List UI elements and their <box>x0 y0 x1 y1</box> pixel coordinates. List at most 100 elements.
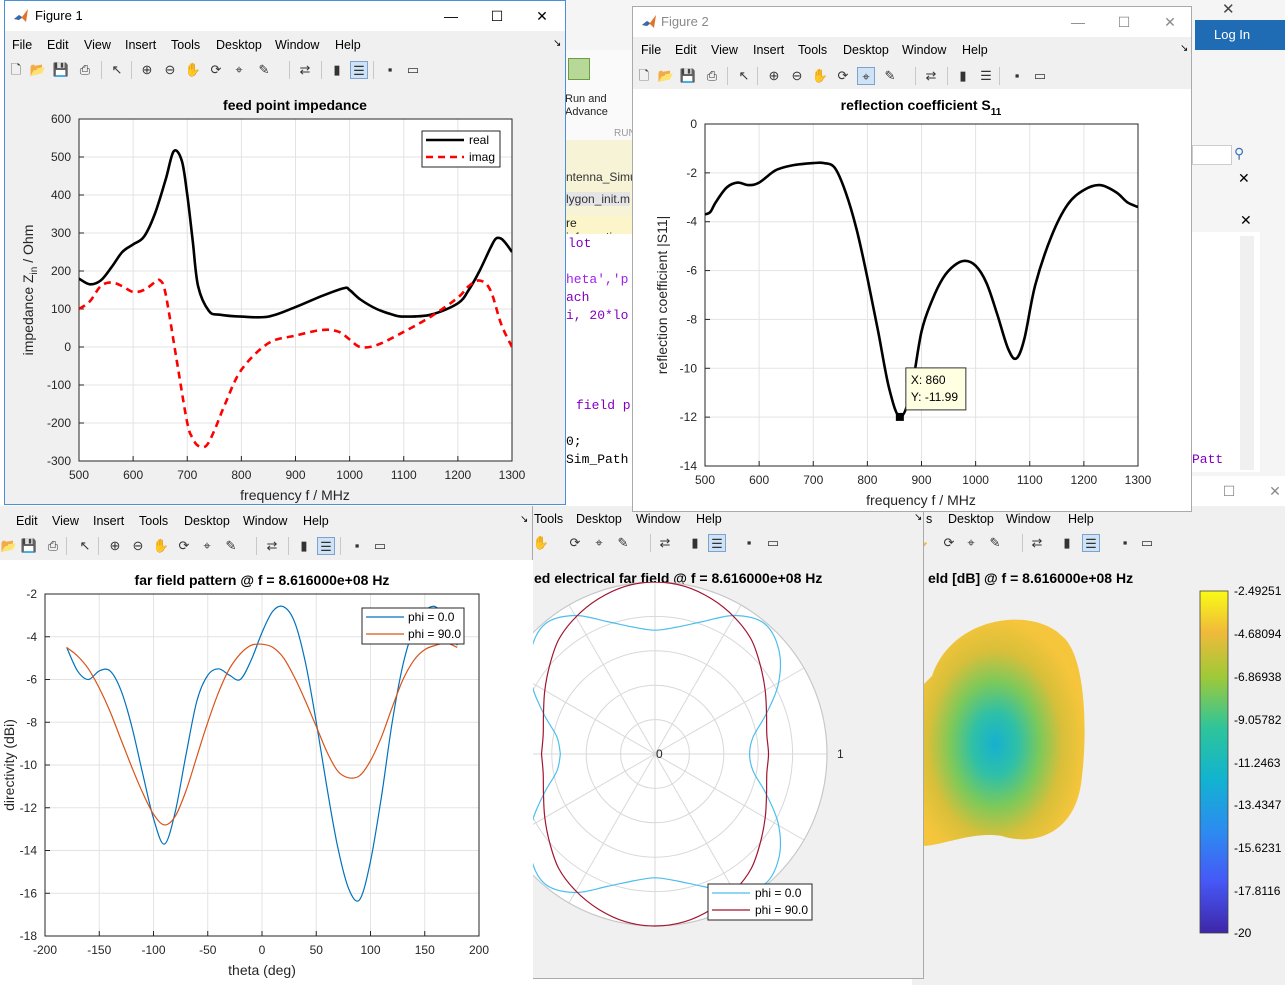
run-advance-icon[interactable] <box>568 58 590 80</box>
zoom-in-icon[interactable]: ⊕ <box>109 538 121 553</box>
open-icon[interactable]: 📂 <box>29 62 47 77</box>
menu-item[interactable]: Help <box>962 43 988 57</box>
menu-item[interactable]: Edit <box>16 514 38 528</box>
link-plot-icon[interactable]: ⇄ <box>925 68 937 83</box>
print-icon[interactable]: ⎙ <box>47 538 59 553</box>
rotate-3d-icon[interactable]: ⟳ <box>837 68 849 83</box>
colorbar-icon[interactable]: ▮ <box>691 535 699 550</box>
menu-collapse-icon[interactable]: ↘ <box>520 514 529 525</box>
legend-icon[interactable]: ☰ <box>317 537 335 555</box>
polar-chart[interactable]: 0 1 phi = 0.0 phi = 90.0 <box>532 582 924 982</box>
hide-plot-tools-icon[interactable]: ▪ <box>746 535 752 550</box>
menu-item[interactable]: Help <box>335 38 361 52</box>
far-field-chart[interactable]: -200 -150 -100 -50 0 50 100 150 200 -2 -4 -6 -8 -10 -1… <box>0 560 533 985</box>
zoom-in-icon[interactable]: ⊕ <box>768 68 780 83</box>
hide-plot-tools-icon[interactable]: ▪ <box>1014 68 1020 83</box>
print-icon[interactable]: ⎙ <box>79 62 91 77</box>
menu-item[interactable]: Window <box>243 514 288 528</box>
search-icon[interactable]: ⚲ <box>1234 145 1245 161</box>
colorbar-icon[interactable]: ▮ <box>1063 535 1071 550</box>
menu-item[interactable]: Help <box>303 514 329 528</box>
menu-collapse-icon[interactable]: ↘ <box>553 38 562 49</box>
link-plot-icon[interactable]: ⇄ <box>1031 535 1043 550</box>
print-icon[interactable]: ⎙ <box>706 68 718 83</box>
legend-icon[interactable]: ☰ <box>980 68 992 83</box>
zoom-out-icon[interactable]: ⊖ <box>164 62 176 77</box>
menu-item[interactable]: Edit <box>47 38 69 52</box>
brush-icon[interactable]: ✎ <box>884 68 896 83</box>
close-icon[interactable]: ✕ <box>1222 1 1235 18</box>
colorbar-icon[interactable]: ▮ <box>333 62 341 77</box>
save-icon[interactable]: 💾 <box>52 62 70 77</box>
scrollbar[interactable] <box>1240 236 1254 470</box>
menu-item[interactable]: s <box>926 512 933 526</box>
menu-item[interactable]: View <box>84 38 111 52</box>
pan-icon[interactable]: ✋ <box>152 538 170 553</box>
maximize-icon[interactable]: ☐ <box>490 8 504 24</box>
datatip-icon[interactable]: ⌖ <box>967 535 975 550</box>
menu-item[interactable]: Insert <box>125 38 157 52</box>
save-icon[interactable]: 💾 <box>679 68 697 83</box>
menu-item[interactable]: Desktop <box>216 38 262 52</box>
menu-item[interactable]: File <box>12 38 33 52</box>
menu-item[interactable]: Desktop <box>576 512 622 526</box>
rotate-3d-icon[interactable]: ⟳ <box>210 62 222 77</box>
close-icon[interactable]: ✕ <box>1164 14 1176 30</box>
menu-item[interactable]: Window <box>1006 512 1051 526</box>
link-plot-icon[interactable]: ⇄ <box>659 535 671 550</box>
brush-icon[interactable]: ✎ <box>225 538 237 553</box>
menu-item[interactable]: Edit <box>675 43 697 57</box>
zoom-out-icon[interactable]: ⊖ <box>132 538 144 553</box>
brush-icon[interactable]: ✎ <box>989 535 1001 550</box>
pan-icon[interactable]: ✋ <box>811 68 829 83</box>
menu-item[interactable]: Window <box>636 512 681 526</box>
hide-plot-tools-icon[interactable]: ▪ <box>354 538 360 553</box>
save-icon[interactable]: 💾 <box>20 538 38 553</box>
rotate-3d-icon[interactable]: ⟳ <box>178 538 190 553</box>
menu-item[interactable]: Tools <box>798 43 828 57</box>
panel-close-icon[interactable]: ✕ <box>1238 170 1250 186</box>
new-figure-icon[interactable]: 🗋 <box>10 62 22 77</box>
menu-item[interactable]: Desktop <box>184 514 230 528</box>
open-icon[interactable]: 📂 <box>0 538 18 553</box>
link-plot-icon[interactable]: ⇄ <box>299 62 311 77</box>
open-icon[interactable]: 📂 <box>657 68 675 83</box>
hide-plot-tools-icon[interactable]: ▪ <box>1122 535 1128 550</box>
panel-close-icon[interactable]: ✕ <box>1240 212 1252 228</box>
menu-item[interactable]: Desktop <box>948 512 994 526</box>
legend-icon[interactable]: ☰ <box>350 61 368 79</box>
pointer-icon[interactable]: ↖ <box>79 538 91 553</box>
show-plot-tools-icon[interactable]: ▭ <box>373 538 387 553</box>
maximize-icon[interactable]: ☐ <box>1117 14 1131 30</box>
maximize-icon[interactable]: ☐ <box>1222 483 1236 499</box>
menu-item[interactable]: Insert <box>753 43 785 57</box>
menu-item[interactable]: Tools <box>171 38 201 52</box>
datatip-icon[interactable]: ⌖ <box>595 535 603 550</box>
hide-plot-tools-icon[interactable]: ▪ <box>387 62 393 77</box>
menu-item[interactable]: Window <box>275 38 320 52</box>
minimize-icon[interactable]: — <box>1071 14 1085 30</box>
pan-icon[interactable]: ✋ <box>532 535 550 550</box>
3d-pattern-surface[interactable] <box>912 596 1112 856</box>
menu-item[interactable]: View <box>711 43 738 57</box>
menu-item[interactable]: File <box>641 43 662 57</box>
minimize-icon[interactable]: — <box>444 8 458 24</box>
menu-item[interactable]: Help <box>696 512 722 526</box>
brush-icon[interactable]: ✎ <box>258 62 270 77</box>
s11-chart[interactable]: 500 600 700 800 900 1000 1100 1200 1300 0 -2 -4 -6 -8… <box>633 89 1191 511</box>
login-button[interactable] <box>1195 20 1285 50</box>
datatip-icon[interactable]: ⌖ <box>235 62 243 77</box>
show-plot-tools-icon[interactable]: ▭ <box>766 535 780 550</box>
zoom-out-icon[interactable]: ⊖ <box>791 68 803 83</box>
legend-icon[interactable]: ☰ <box>708 534 726 552</box>
close-icon[interactable]: ✕ <box>536 8 548 24</box>
show-plot-tools-icon[interactable]: ▭ <box>1140 535 1154 550</box>
menu-item[interactable]: Tools <box>139 514 169 528</box>
new-figure-icon[interactable]: 🗋 <box>638 68 650 83</box>
file-tab[interactable]: ntenna_Simul <box>566 170 640 184</box>
menu-item[interactable]: View <box>52 514 79 528</box>
link-plot-icon[interactable]: ⇄ <box>266 538 278 553</box>
rotate-3d-icon[interactable]: ⟳ <box>569 535 581 550</box>
menu-collapse-icon[interactable]: ↘ <box>1180 43 1189 54</box>
pan-icon[interactable]: ✋ <box>184 62 202 77</box>
